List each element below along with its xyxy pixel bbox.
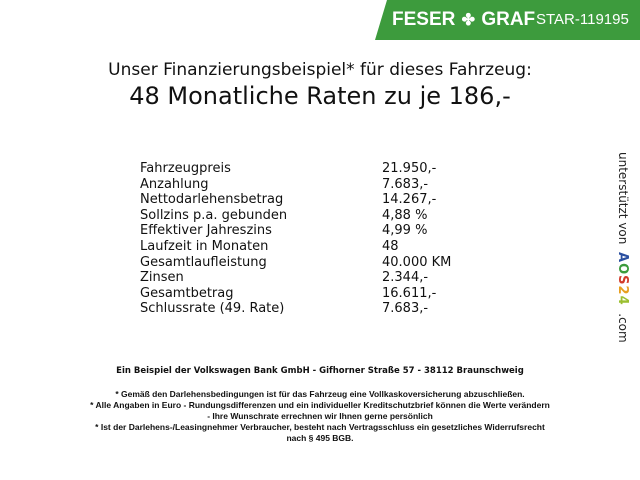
footnote: * Alle Angaben in Euro - Rundungsdiffere… [90,400,550,410]
finance-row: Sollzins p.a. gebunden 4,88 % [140,207,427,224]
finance-label: Schlussrate (49. Rate) [140,301,285,317]
finance-label: Laufzeit in Monaten [140,238,269,254]
finance-value: 40.000 KM [382,254,452,270]
finance-label: Gesamtbetrag [140,285,234,301]
finance-row: Fahrzeugpreis 21.950,- [140,161,436,177]
finance-row: Anzahlung 7.683,- [140,176,428,193]
finance-value: 21.950,- [382,161,437,176]
finance-table: Fahrzeugpreis 21.950,- Anzahlung 7.683,- Net… [140,161,451,317]
page-title: Unser Finanzierungsbeispiel* für dieses … [108,60,532,80]
finance-label: Sollzins p.a. gebunden [140,207,288,223]
finance-label: Fahrzeugpreis [140,161,231,176]
footnotes: * Gemäß den Darlehensbedingungen ist für… [10,389,630,444]
finance-row: Schlussrate (49. Rate) 7.683,- [140,301,428,317]
brand-name-part: GRAF [481,9,536,30]
stock-id: STAR-119195 [536,11,629,28]
finance-label: Anzahlung [140,176,209,192]
footnote: * Gemäß den Darlehensbedingungen ist für… [115,389,525,399]
brand-logo: FESER ✤ GRAF [392,9,535,32]
finance-value: 14.267,- [382,192,437,208]
finance-row: Gesamtbetrag 16.611,- [140,285,436,302]
finance-value: 4,99 % [382,223,428,239]
finance-label: Effektiver Jahreszins [140,223,272,239]
sponsor-label: unterstützt von [616,152,630,245]
finance-value: 7.683,- [382,176,429,192]
brand-name-part: FESER [392,9,456,30]
footnote: * Ist der Darlehens-/Leasingnehmer Verbr… [95,422,545,432]
footnote: - Ihre Wunschrate errechnen wir Ihnen ge… [207,411,433,421]
clover-icon: ✤ [461,12,476,29]
finance-row: Effektiver Jahreszins 4,99 % [140,223,427,239]
finance-value: 7.683,- [382,301,429,317]
finance-label: Nettodarlehensbetrag [140,192,284,208]
sponsor-suffix: .com [616,313,630,343]
bank-info: Ein Beispiel der Volkswagen Bank GmbH - … [116,366,524,376]
finance-value: 4,88 % [382,207,428,223]
finance-value: 16.611,- [382,285,437,301]
sponsor-text: unterstützt von AOS24 .com [615,152,630,343]
finance-value: 2.344,- [382,270,429,286]
monthly-rate-headline: 48 Monatliche Raten zu je 186,- [129,82,511,110]
finance-row: Gesamtlaufleistung 40.000 KM [140,254,451,271]
finance-row: Nettodarlehensbetrag 14.267,- [140,192,436,208]
finance-label: Gesamtlaufleistung [140,254,267,270]
finance-row: Laufzeit in Monaten 48 [140,238,399,255]
footnote: nach § 495 BGB. [286,433,354,443]
finance-row: Zinsen 2.344,- [140,270,428,286]
finance-value: 48 [382,238,399,254]
header-banner [375,0,640,40]
finance-label: Zinsen [140,270,184,286]
aos24-logo: AOS24 [615,252,630,306]
